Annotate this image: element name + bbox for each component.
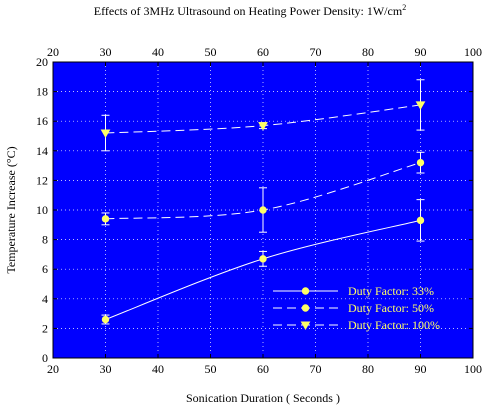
y-tick-label: 20 xyxy=(36,55,48,69)
x-tick-label: 40 xyxy=(152,362,164,376)
data-point xyxy=(258,122,268,131)
x-tick-label: 100 xyxy=(464,362,482,376)
chart-title: Effects of 3MHz Ultrasound on Heating Po… xyxy=(93,3,407,18)
y-tick-label: 8 xyxy=(42,233,48,247)
y-tick-label: 10 xyxy=(36,203,48,217)
legend-label: Duty Factor: 100% xyxy=(348,318,440,332)
legend-label: Duty Factor: 33% xyxy=(348,284,434,298)
x-tick-label-top: 30 xyxy=(100,45,112,59)
x-tick-label-top: 40 xyxy=(152,45,164,59)
data-point xyxy=(259,255,267,263)
data-point xyxy=(416,158,425,167)
x-tick-label-top: 90 xyxy=(415,45,427,59)
data-point xyxy=(415,101,426,110)
x-tick-label-top: 20 xyxy=(47,45,59,59)
x-tick-label: 30 xyxy=(100,362,112,376)
y-tick-label: 2 xyxy=(42,321,48,335)
data-point xyxy=(100,129,111,139)
y-axis-label: Temperature Increase (°C) xyxy=(4,146,18,273)
x-tick-label-top: 80 xyxy=(362,45,374,59)
y-tick-label: 14 xyxy=(36,144,48,158)
legend-label: Duty Factor: 50% xyxy=(348,301,434,315)
data-point xyxy=(416,216,425,225)
y-tick-label: 16 xyxy=(36,114,48,128)
x-tick-label-top: 60 xyxy=(257,45,269,59)
x-tick-label: 50 xyxy=(205,362,217,376)
x-axis-label: Sonication Duration ( Seconds ) xyxy=(186,391,340,405)
x-tick-label-top: 70 xyxy=(310,45,322,59)
x-tick-label: 80 xyxy=(362,362,374,376)
data-point xyxy=(259,206,267,214)
x-tick-label-top: 100 xyxy=(464,45,482,59)
x-tick-label: 70 xyxy=(310,362,322,376)
y-tick-label: 4 xyxy=(42,292,48,306)
data-point xyxy=(101,315,110,324)
data-point xyxy=(101,215,110,223)
x-tick-label-top: 50 xyxy=(205,45,217,59)
x-tick-label: 20 xyxy=(47,362,59,376)
y-tick-label: 0 xyxy=(42,351,48,365)
y-tick-label: 12 xyxy=(36,173,48,187)
legend-marker xyxy=(300,321,311,331)
y-tick-label: 18 xyxy=(36,85,48,99)
x-tick-label: 90 xyxy=(415,362,427,376)
y-tick-label: 6 xyxy=(42,262,48,276)
legend-marker xyxy=(301,287,310,295)
x-tick-label: 60 xyxy=(257,362,269,376)
legend-marker xyxy=(301,304,310,312)
